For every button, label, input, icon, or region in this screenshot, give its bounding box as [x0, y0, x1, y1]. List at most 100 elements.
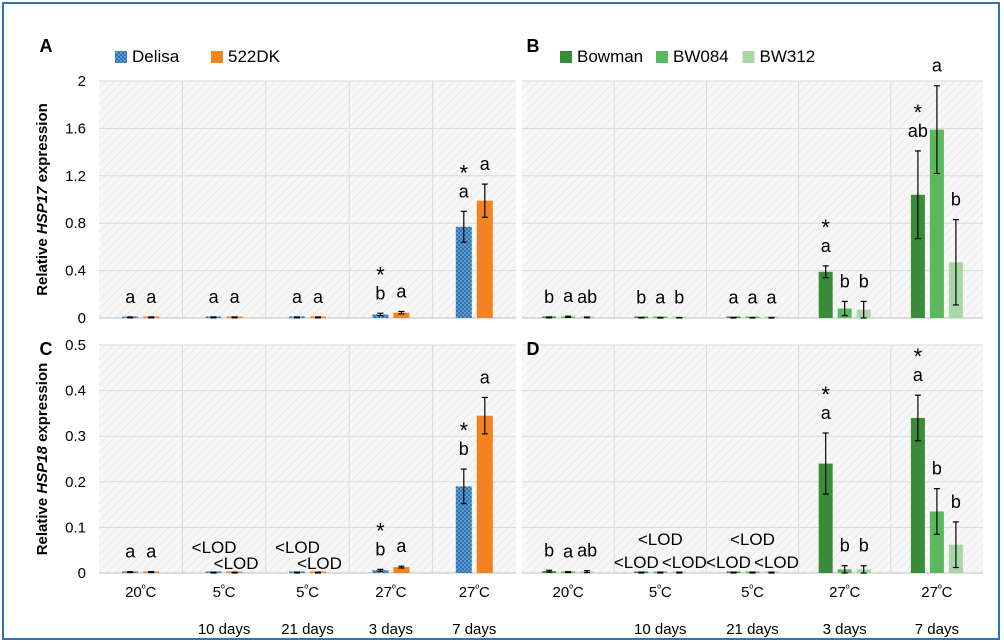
significance-star: * — [460, 160, 469, 185]
bar-522DK — [476, 415, 493, 573]
x-tick-temp-part: º — [221, 584, 225, 595]
significance-letter: a — [230, 287, 241, 307]
plot-area-B — [522, 81, 983, 318]
legend-swatch-Bowman — [560, 51, 572, 63]
panel-letter-B: B — [527, 36, 540, 56]
significance-star: * — [821, 215, 830, 240]
significance-letter: b — [544, 287, 554, 307]
significance-star: * — [914, 344, 923, 369]
y-axis-label: Relative HSP18 expression — [34, 363, 51, 556]
significance-letter: a — [480, 154, 491, 174]
y-tick-label: 0 — [78, 310, 86, 327]
bar-Bowman — [910, 417, 925, 573]
legend-label-Bowman: Bowman — [577, 47, 643, 66]
bar-Delisa — [455, 486, 472, 573]
y-axis-label: Relative HSP17 expression — [34, 103, 51, 296]
significance-letter: b — [840, 536, 850, 556]
x-tick-temp-part: C — [145, 584, 156, 601]
x-tick-temp-part: C — [849, 584, 860, 601]
x-tick-temp-part: 20 — [125, 584, 142, 601]
bar-BW084 — [929, 511, 944, 573]
significance-letter: a — [563, 286, 574, 306]
significance-letter: a — [728, 288, 739, 308]
x-tick-temp-label: 5ºC — [649, 584, 672, 602]
y-tick-label: 0 — [78, 565, 86, 582]
x-tick-temp-part: C — [661, 584, 672, 601]
bar-BW084 — [929, 129, 944, 318]
x-tick-temp-part: C — [942, 584, 953, 601]
x-tick-temp-label: 5ºC — [213, 584, 236, 602]
bar-Bowman — [910, 194, 925, 318]
x-tick-duration-label: 21 days — [281, 621, 334, 638]
bar-522DK — [476, 200, 493, 318]
significance-letter: a — [932, 56, 943, 76]
significance-star: * — [460, 418, 469, 443]
significance-letter: a — [459, 181, 470, 201]
x-tick-temp-label: 27ºC — [829, 584, 860, 602]
significance-letter: b — [840, 271, 850, 291]
significance-letter: a — [146, 542, 157, 562]
x-tick-temp-part: 5 — [213, 584, 221, 601]
x-tick-temp-part: C — [753, 584, 764, 601]
significance-letter: a — [125, 542, 136, 562]
x-tick-duration-label: 10 days — [198, 621, 251, 638]
y-tick-label: 1.6 — [65, 120, 86, 137]
legend-swatch-BW084 — [656, 51, 668, 63]
significance-letter: b — [859, 536, 869, 556]
x-tick-duration-label: 3 days — [823, 621, 867, 638]
panel-letter-C: C — [40, 339, 53, 359]
x-tick-temp-label: 20ºC — [553, 584, 584, 602]
significance-letter: a — [913, 365, 924, 385]
significance-star: * — [376, 518, 385, 543]
x-tick-temp-label: 27ºC — [459, 584, 490, 602]
x-tick-temp-label: 27ºC — [375, 584, 406, 602]
x-tick-duration-label: 10 days — [634, 621, 687, 638]
significance-star: * — [914, 100, 923, 125]
significance-letter: ab — [577, 541, 597, 561]
y-tick-label: 0.4 — [65, 263, 86, 280]
significance-letter: b — [375, 283, 385, 303]
legend-swatch-Delisa — [115, 51, 127, 63]
lod-label: <LOD — [614, 553, 659, 572]
y-axis-label-prefix: Relative — [34, 234, 51, 296]
significance-star: * — [821, 382, 830, 407]
y-tick-label: 0.5 — [65, 337, 86, 354]
significance-letter: ab — [908, 121, 928, 141]
y-axis-label-prefix: Relative — [34, 494, 51, 556]
lod-label: <LOD — [275, 538, 320, 557]
significance-letter: a — [747, 288, 758, 308]
x-tick-temp-part: º — [142, 584, 146, 595]
x-tick-temp-label: 5ºC — [296, 584, 319, 602]
y-tick-label: 0.4 — [65, 383, 86, 400]
x-tick-temp-part: º — [657, 584, 661, 595]
x-tick-temp-part: 5 — [741, 584, 749, 601]
lod-label: <LOD — [730, 530, 775, 549]
plot-area-D — [522, 345, 983, 573]
bar-522DK — [393, 567, 410, 573]
lod-label: <LOD — [754, 553, 799, 572]
significance-letter: a — [766, 288, 777, 308]
lod-label: <LOD — [638, 530, 683, 549]
significance-letter: b — [375, 539, 385, 559]
y-tick-label: 0.2 — [65, 474, 86, 491]
y-tick-label: 0.3 — [65, 428, 86, 445]
x-tick-temp-part: C — [479, 584, 490, 601]
significance-letter: a — [563, 542, 574, 562]
significance-letter: b — [636, 288, 646, 308]
bar-Delisa — [455, 226, 472, 318]
significance-letter: a — [292, 287, 303, 307]
plot-area-C — [99, 345, 516, 573]
x-tick-temp-part: C — [573, 584, 584, 601]
lod-label: <LOD — [662, 553, 707, 572]
significance-letter: b — [674, 288, 684, 308]
significance-star: * — [376, 262, 385, 287]
x-tick-duration-label: 21 days — [726, 621, 779, 638]
x-tick-temp-part: º — [846, 584, 850, 595]
legend-label-Delisa: Delisa — [132, 47, 180, 66]
significance-letter: a — [655, 288, 666, 308]
y-tick-label: 0.1 — [65, 519, 86, 536]
x-tick-temp-label: 20ºC — [125, 584, 156, 602]
legend-label-522DK: 522DK — [228, 47, 281, 66]
x-tick-temp-part: C — [308, 584, 319, 601]
x-tick-temp-part: C — [225, 584, 236, 601]
